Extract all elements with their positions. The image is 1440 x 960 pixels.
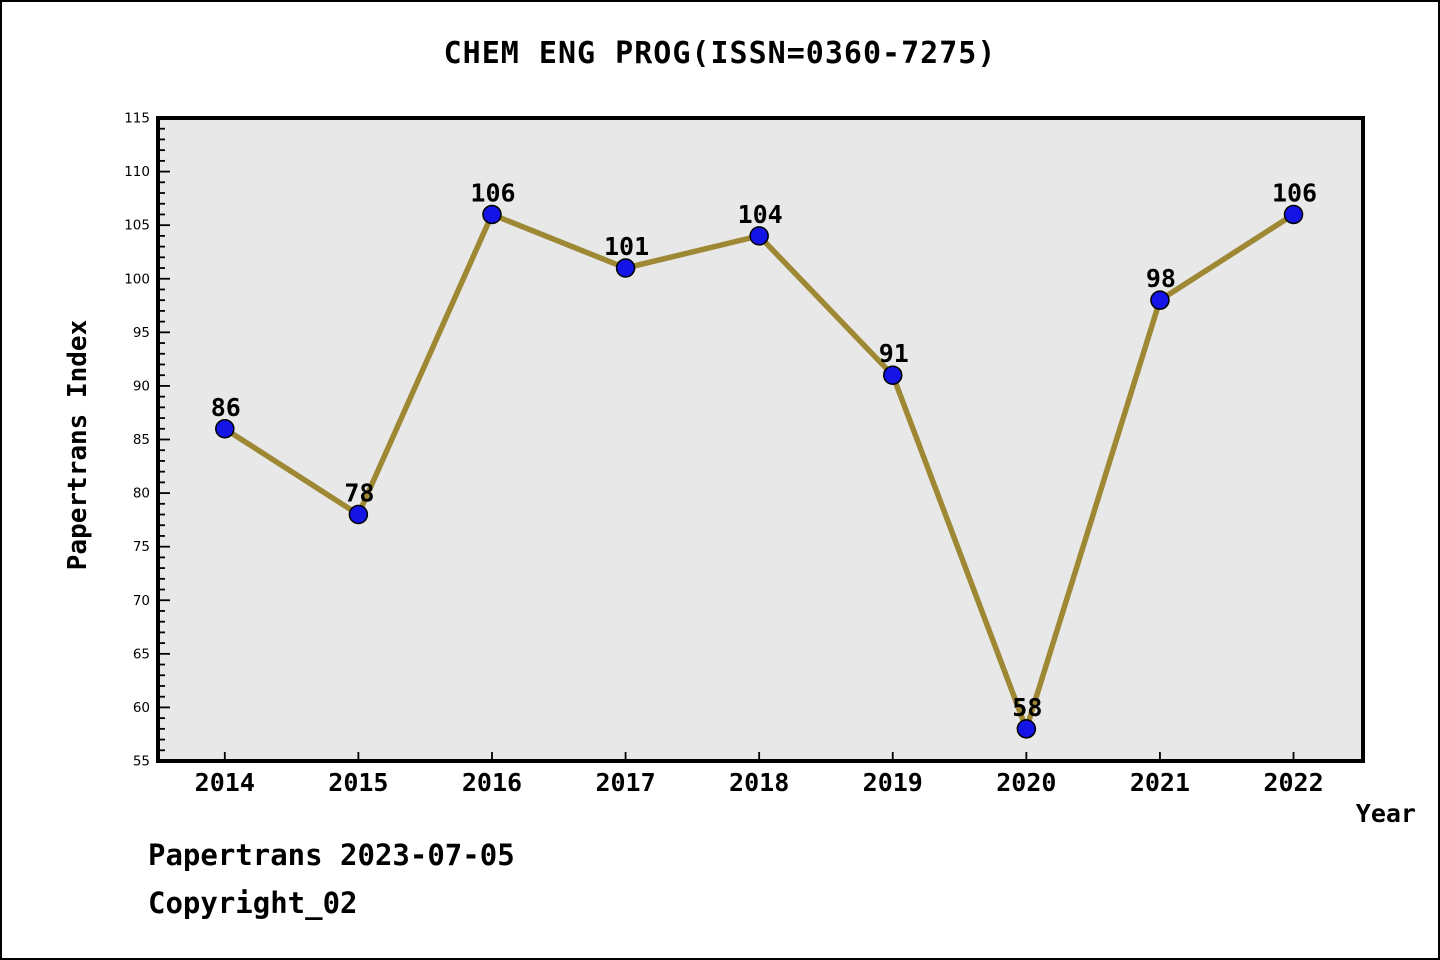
y-tick-label-85: 85 <box>133 432 150 448</box>
y-tick-label-105: 105 <box>124 218 150 234</box>
x-tick-label-2022: 2022 <box>1263 768 1323 797</box>
x-tick-label-2017: 2017 <box>595 768 655 797</box>
data-point-2015 <box>348 504 369 525</box>
y-axis-tick-labels: 55 60 65 70 75 80 85 90 95 100 105 110 115 <box>124 111 150 770</box>
y-tick-label-90: 90 <box>133 378 150 394</box>
x-tick-label-2014: 2014 <box>195 768 255 797</box>
x-tick-label-2016: 2016 <box>462 768 522 797</box>
y-tick-label-115: 115 <box>124 111 150 127</box>
data-point-2020 <box>1016 719 1037 739</box>
point-label-2019: 91 <box>879 339 909 368</box>
x-axis-title: Year <box>1355 799 1416 828</box>
data-points <box>215 204 1304 739</box>
y-tick-label-110: 110 <box>124 164 150 180</box>
data-point-2018 <box>749 226 769 246</box>
data-point-2019 <box>883 365 903 385</box>
x-tick-label-2020: 2020 <box>996 768 1056 797</box>
plot-area <box>158 118 1363 761</box>
chart-title: CHEM ENG PROG(ISSN=0360-7275) <box>443 36 997 71</box>
point-label-2014: 86 <box>211 393 241 422</box>
point-label-2022: 106 <box>1272 178 1317 207</box>
footer-source-date: Papertrans 2023-07-05 <box>148 838 515 872</box>
point-label-2018: 104 <box>738 200 783 229</box>
y-tick-label-80: 80 <box>133 486 150 502</box>
point-labels: 86 78 106 101 104 91 58 98 106 <box>211 178 1317 721</box>
point-label-2021: 98 <box>1146 264 1176 293</box>
data-point-2021 <box>1150 290 1170 310</box>
data-point-2017 <box>615 258 636 278</box>
plot-border <box>156 116 1365 763</box>
x-tick-label-2018: 2018 <box>729 768 789 797</box>
data-point-2022 <box>1283 204 1304 225</box>
data-point-2016 <box>482 204 502 225</box>
x-axis-tick-labels: 2014 2015 2016 2017 2018 2019 2020 2021 2022 <box>195 768 1324 797</box>
y-tick-label-100: 100 <box>124 271 150 287</box>
point-label-2016: 106 <box>470 178 515 207</box>
x-tick-label-2019: 2019 <box>863 768 923 797</box>
point-label-2017: 101 <box>604 232 649 261</box>
y-tick-label-60: 60 <box>133 700 150 716</box>
point-label-2015: 78 <box>344 479 374 508</box>
point-label-2020: 58 <box>1012 693 1042 722</box>
y-tick-label-75: 75 <box>133 539 150 555</box>
y-tick-label-55: 55 <box>133 754 150 770</box>
x-tick-label-2021: 2021 <box>1130 768 1190 797</box>
y-tick-label-95: 95 <box>133 325 150 341</box>
data-point-2014 <box>215 419 235 439</box>
x-tick-label-2015: 2015 <box>328 768 388 797</box>
y-tick-label-65: 65 <box>133 646 150 662</box>
footer-copyright: Copyright_02 <box>148 886 358 920</box>
y-tick-label-70: 70 <box>133 593 150 609</box>
